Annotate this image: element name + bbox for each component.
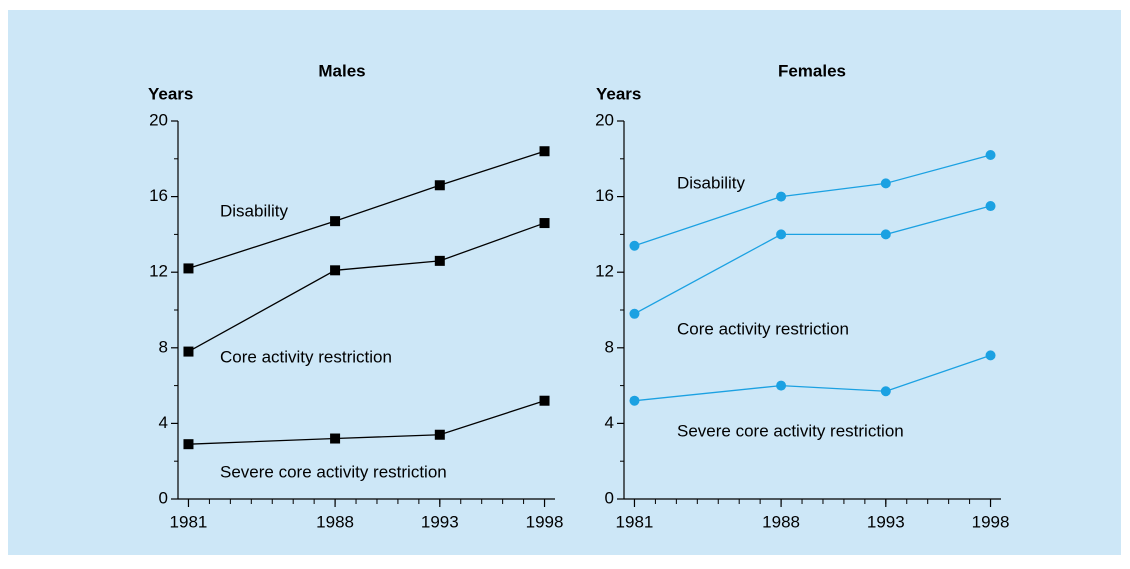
y-tick-label: 16: [149, 186, 168, 205]
x-tick-label: 1998: [972, 512, 1010, 531]
series-label: Severe core activity restriction: [677, 421, 904, 440]
y-axis-label: Years: [148, 84, 193, 103]
marker: [629, 308, 640, 319]
marker: [985, 150, 996, 161]
series-line: [634, 354, 991, 402]
marker: [183, 263, 194, 274]
marker: [330, 216, 341, 227]
x-tick-label: 1981: [170, 512, 208, 531]
marker: [776, 380, 787, 391]
x-tick-label: 1998: [526, 512, 564, 531]
x-tick-label: 1988: [762, 512, 800, 531]
y-tick-label: 8: [159, 337, 168, 356]
series-label: Core activity restriction: [677, 319, 849, 338]
y-tick-label: 4: [159, 413, 168, 432]
marker: [776, 229, 787, 240]
y-tick-label: 12: [595, 262, 614, 281]
chart-title: Males: [318, 61, 365, 80]
series-line: [188, 150, 545, 270]
series-line: [634, 154, 991, 247]
marker: [880, 229, 891, 240]
x-tick-label: 1988: [316, 512, 354, 531]
marker: [183, 439, 194, 450]
marker: [880, 178, 891, 189]
y-tick-label: 20: [149, 110, 168, 129]
series-label: Severe core activity restriction: [220, 462, 447, 481]
y-tick-label: 20: [595, 110, 614, 129]
y-axis-label: Years: [596, 84, 641, 103]
marker: [330, 433, 341, 444]
marker: [330, 265, 341, 276]
marker: [434, 429, 445, 440]
y-tick-label: 4: [605, 413, 614, 432]
marker: [183, 346, 194, 357]
y-tick-label: 0: [159, 488, 168, 507]
y-tick-label: 8: [605, 337, 614, 356]
series-line: [188, 222, 545, 353]
y-tick-label: 0: [605, 488, 614, 507]
series-line: [634, 205, 991, 315]
chart-title: Females: [778, 61, 846, 80]
y-tick-label: 16: [595, 186, 614, 205]
series-line: [188, 400, 545, 445]
x-tick-label: 1993: [867, 512, 905, 531]
marker: [629, 240, 640, 251]
marker: [629, 395, 640, 406]
series-label: Core activity restriction: [220, 347, 392, 366]
marker: [776, 191, 787, 202]
x-tick-label: 1981: [616, 512, 654, 531]
marker: [880, 386, 891, 397]
y-tick-label: 12: [149, 262, 168, 281]
marker: [539, 146, 550, 157]
marker: [434, 180, 445, 191]
marker: [434, 255, 445, 266]
marker: [539, 395, 550, 406]
series-label: Disability: [677, 173, 746, 192]
series-label: Disability: [220, 201, 289, 220]
marker: [985, 350, 996, 361]
x-tick-label: 1993: [421, 512, 459, 531]
marker: [985, 201, 996, 212]
marker: [539, 218, 550, 229]
background-panel: [8, 10, 1121, 555]
